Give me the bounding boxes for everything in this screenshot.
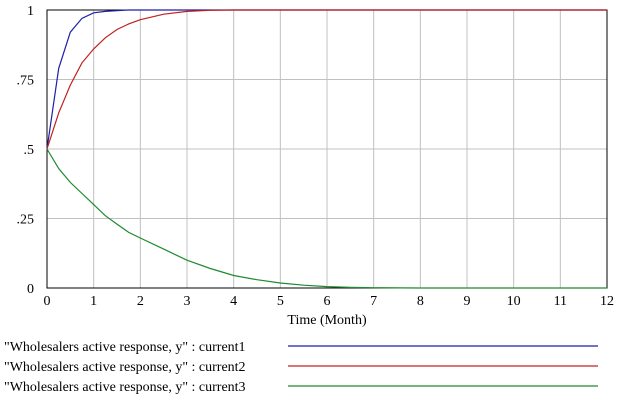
x-axis-title: Time (Month) <box>287 313 367 328</box>
x-tick-labels: 0 1 2 3 4 5 6 7 8 9 10 11 12 <box>44 294 615 309</box>
y-tick-label: .75 <box>17 74 35 89</box>
x-tick-label: 8 <box>417 294 424 309</box>
legend-label: "Wholesalers active response, y" : curre… <box>4 380 246 395</box>
x-tick-label: 1 <box>90 294 97 309</box>
legend: "Wholesalers active response, y" : curre… <box>4 340 598 395</box>
x-tick-label: 12 <box>600 294 614 309</box>
x-tick-label: 0 <box>44 294 51 309</box>
x-tick-label: 4 <box>230 294 237 309</box>
y-tick-label: .5 <box>24 143 35 158</box>
series-line-2 <box>46 9 607 150</box>
y-tick-labels: 0 .25 .5 .75 1 <box>17 4 35 297</box>
x-tick-label: 10 <box>507 294 521 309</box>
legend-label: "Wholesalers active response, y" : curre… <box>4 360 246 375</box>
grid <box>46 9 608 289</box>
y-tick-label: 1 <box>27 4 34 19</box>
x-tick-label: 5 <box>277 294 284 309</box>
x-tick-label: 6 <box>324 294 331 309</box>
x-tick-label: 9 <box>464 294 471 309</box>
x-tick-label: 11 <box>554 294 567 309</box>
series-layer <box>46 9 607 289</box>
series-line-3 <box>46 148 607 289</box>
x-tick-label: 3 <box>184 294 191 309</box>
x-tick-label: 2 <box>137 294 144 309</box>
y-tick-label: 0 <box>27 282 34 297</box>
legend-label: "Wholesalers active response, y" : curre… <box>4 340 246 355</box>
y-tick-label: .25 <box>17 213 35 228</box>
x-tick-label: 7 <box>370 294 377 309</box>
